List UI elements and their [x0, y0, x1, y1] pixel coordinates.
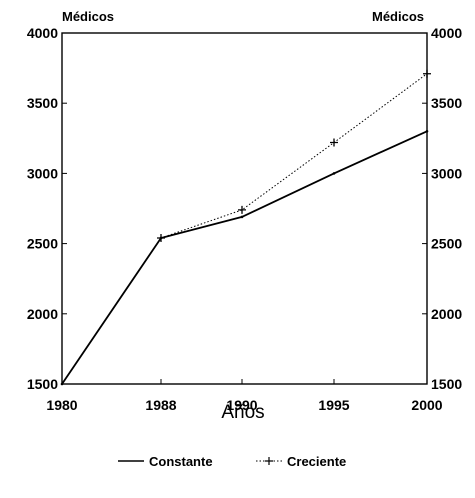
x-tick-label: 1980	[46, 397, 77, 413]
y-tick-label-right: 3000	[431, 165, 462, 181]
x-tick-label: 1995	[318, 397, 349, 413]
data-point-creciente	[330, 138, 338, 147]
data-point-constante	[332, 172, 336, 175]
x-axis-title: Años	[221, 402, 264, 423]
legend-label-creciente: Creciente	[287, 454, 346, 469]
y-tick-label-left: 1500	[27, 376, 58, 392]
series-line-constante	[61, 130, 428, 385]
x-tick-label: 2000	[411, 397, 442, 413]
series-line-creciente	[160, 73, 428, 239]
y-tick-labels-right: 1500 2000 2500 3000 3500 4000	[431, 25, 462, 392]
y-tick-label-right: 2500	[431, 236, 462, 252]
y-tick-label-left: 4000	[27, 25, 58, 41]
y-axis-unit-left: Médicos	[62, 9, 114, 24]
y-tick-label-left: 3500	[27, 95, 58, 111]
series-lines	[60, 69, 431, 386]
x-tick-label: 1988	[145, 397, 176, 413]
data-point-constante	[425, 129, 429, 133]
y-tick-label-left: 2000	[27, 306, 58, 322]
data-point-creciente	[238, 205, 246, 214]
legend-label-constante: Constante	[149, 454, 213, 469]
data-point-constante	[60, 382, 64, 386]
y-axis-unit-right: Médicos	[372, 9, 424, 24]
y-tick-label-left: 2500	[27, 236, 58, 252]
y-tick-label-right: 2000	[431, 306, 462, 322]
data-point-constante	[240, 215, 244, 219]
y-tick-label-right: 4000	[431, 25, 462, 41]
x-tick-label: 1990	[226, 397, 257, 413]
data-point-creciente	[423, 69, 431, 78]
y-tick-label-left: 3000	[27, 165, 58, 181]
data-point-creciente	[157, 233, 165, 242]
legend-marker-creciente	[265, 457, 273, 465]
y-tick-label-right: 1500	[431, 376, 462, 392]
legend: Constante Creciente	[118, 454, 346, 469]
x-tick-labels: 1980 1988 1990 1995 2000	[46, 397, 442, 413]
y-tick-label-right: 3500	[431, 95, 462, 111]
plot-frame	[61, 32, 428, 385]
y-tick-labels-left: 1500 2000 2500 3000 3500 4000	[27, 25, 58, 392]
